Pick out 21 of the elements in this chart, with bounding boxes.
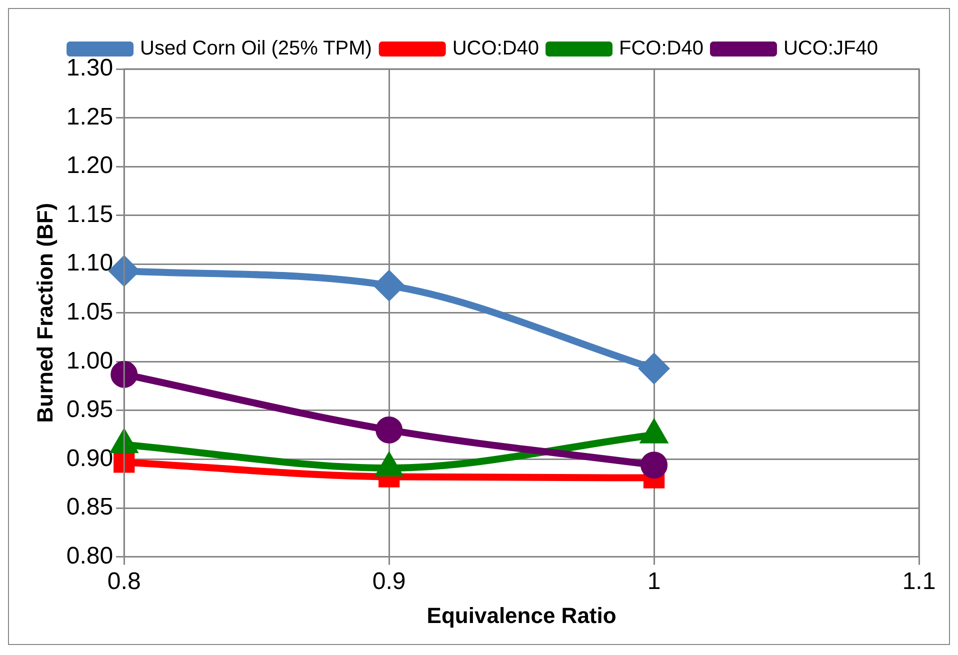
y-tick-label: 1.25 <box>66 103 114 130</box>
y-axis-title: Burned Fraction (BF) <box>32 202 58 423</box>
y-tick-label: 1.30 <box>66 54 114 82</box>
legend-label: Used Corn Oil (25% TPM) <box>140 38 372 60</box>
legend-label: UCO:JF40 <box>783 38 878 60</box>
x-tick-label: 1 <box>647 568 661 595</box>
legend-label: UCO:D40 <box>452 38 540 60</box>
y-tick-label: 1.15 <box>66 200 114 228</box>
y-tick-label: 0.90 <box>66 444 114 472</box>
y-tick-label: 1.05 <box>66 298 114 326</box>
x-axis-title: Equivalence Ratio <box>426 602 616 628</box>
y-tick-label: 0.80 <box>66 542 114 570</box>
y-tick-label: 0.85 <box>66 494 114 521</box>
y-tick-label: 1.10 <box>66 250 114 277</box>
legend-label: FCO:D40 <box>619 38 704 60</box>
y-tick-label: 0.95 <box>66 396 114 424</box>
y-tick-label: 1.00 <box>66 347 114 374</box>
x-tick-label: 0.8 <box>107 568 141 595</box>
x-tick-label: 0.9 <box>372 568 406 595</box>
y-tick-label: 1.20 <box>66 152 114 180</box>
x-tick-label: 1.1 <box>902 568 936 595</box>
